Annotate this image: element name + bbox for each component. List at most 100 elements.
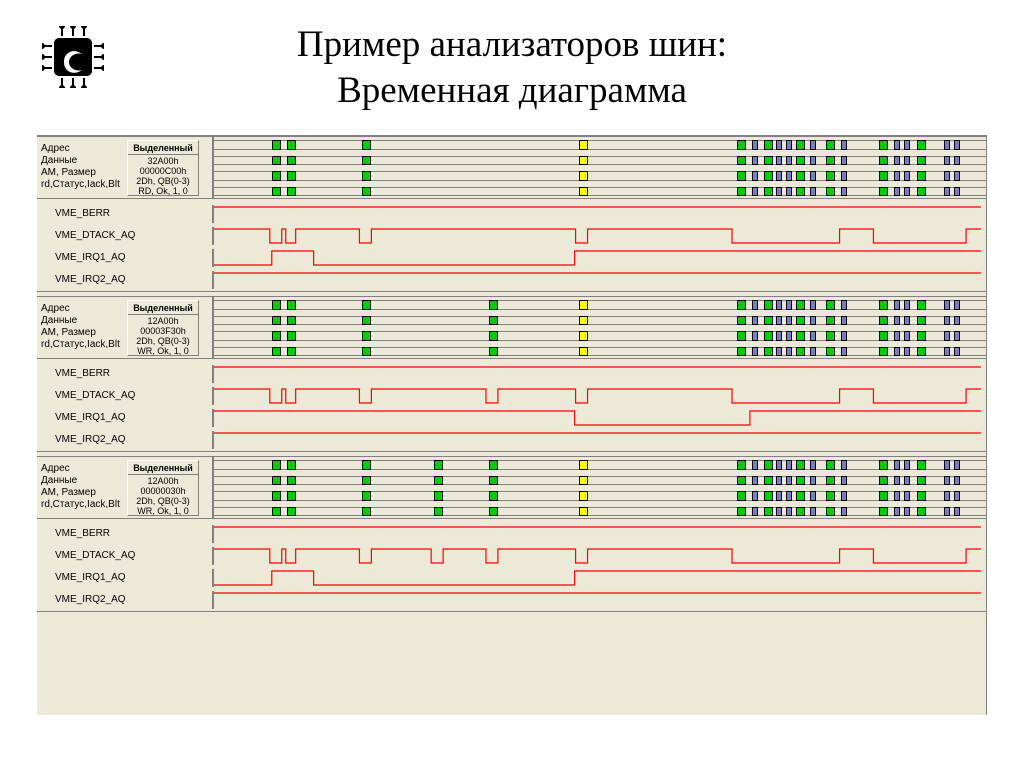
bus-event-bar [841,171,847,181]
bus-label: AM, Размер [41,167,123,179]
bus-event-bar [786,140,792,150]
bus-event-bar [954,331,960,341]
signal-waveform[interactable] [212,271,986,289]
bus-event-bar [776,507,782,517]
bus-event-bar [917,491,926,501]
bus-event-bar [944,347,950,357]
bus-event-bar [752,507,758,517]
bus-event-bar [796,507,805,517]
bus-event-bar [786,476,792,486]
signal-waveform[interactable] [212,591,986,609]
bus-event-bar [362,476,371,486]
bus-event-bar [894,140,900,150]
bus-event-bar [810,140,816,150]
bus-event-bar [944,187,950,197]
bus-waveform-area[interactable] [212,137,986,198]
signal-waveform[interactable] [212,249,986,267]
bus-event-bar [894,171,900,181]
bus-event-bar [362,316,371,326]
bus-event-bar [272,460,281,470]
bus-row-labels: АдресДанныеAM, Размерrd,Статус,Iack,Blt [41,303,123,351]
bus-event-bar [826,507,835,517]
signal-label: VME_IRQ1_AQ [55,252,126,263]
selected-value-box: Выделенный32A00h00000C00h2Dh, QB(0-3)RD,… [127,140,199,196]
signal-waveform[interactable] [212,525,986,543]
bus-event-bar [826,300,835,310]
bus-label: Данные [41,315,123,327]
bus-label: AM, Размер [41,327,123,339]
selected-value-line: WR, Ok, 1, 0 [128,506,198,516]
bus-waveform-area[interactable] [212,297,986,358]
bus-event-bar [287,460,296,470]
bus-event-bar [579,347,588,357]
bus-event-bar [894,460,900,470]
selected-value-line: 32A00h [128,156,198,166]
selected-value-line: 12A00h [128,316,198,326]
bus-event-bar [826,187,835,197]
bus-data-row: АдресДанныеAM, Размерrd,Статус,Iack,BltВ… [37,136,986,198]
bus-event-bar [579,491,588,501]
signal-waveform[interactable] [212,547,986,565]
bus-event-bar [786,171,792,181]
bus-event-bar [796,491,805,501]
signal-label: VME_BERR [55,368,110,379]
bus-event-bar [954,316,960,326]
selected-value-line: 2Dh, QB(0-3) [128,176,198,186]
bus-event-bar [764,140,773,150]
signal-waveform[interactable] [212,227,986,245]
bus-event-bar [272,187,281,197]
bus-event-bar [944,491,950,501]
signal-group: АдресДанныеAM, Размерrd,Статус,Iack,BltВ… [37,456,986,616]
bus-event-bar [362,507,371,517]
bus-event-bar [362,331,371,341]
bus-event-bar [879,140,888,150]
bus-event-bar [810,316,816,326]
bus-event-bar [272,476,281,486]
signal-waveform[interactable] [212,387,986,405]
signal-waveform[interactable] [212,205,986,223]
bus-event-bar [894,156,900,166]
signal-waveform[interactable] [212,409,986,427]
bus-event-bar [764,300,773,310]
selected-value-line: 00000030h [128,486,198,496]
bus-label: Данные [41,475,123,487]
bus-lane-track [214,491,986,501]
bus-event-bar [944,156,950,166]
bus-event-bar [786,156,792,166]
bus-event-bar [917,331,926,341]
bus-event-bar [579,300,588,310]
bus-label: Адрес [41,303,123,315]
signal-label: VME_DTACK_AQ [55,230,135,241]
bus-event-bar [810,507,816,517]
bus-event-bar [737,171,746,181]
bus-event-bar [287,491,296,501]
signal-row: VME_DTACK_AQ [37,385,986,407]
signal-waveform[interactable] [212,431,986,449]
signal-waveform[interactable] [212,569,986,587]
bus-event-bar [841,156,847,166]
selected-value-line: RD, Ok, 1, 0 [128,186,198,196]
bus-event-bar [764,187,773,197]
bus-label: AM, Размер [41,487,123,499]
bus-event-bar [362,300,371,310]
bus-event-bar [841,331,847,341]
signal-waveform[interactable] [212,365,986,383]
bus-event-bar [776,156,782,166]
bus-event-bar [810,187,816,197]
bus-event-bar [917,460,926,470]
bus-event-bar [879,507,888,517]
bus-event-bar [917,156,926,166]
bus-waveform-area[interactable] [212,457,986,518]
selected-value-line: 2Dh, QB(0-3) [128,336,198,346]
bus-event-bar [786,187,792,197]
bus-event-bar [904,156,910,166]
bus-event-bar [776,460,782,470]
bus-event-bar [894,347,900,357]
bus-event-bar [879,460,888,470]
bus-event-bar [954,347,960,357]
bus-event-bar [879,300,888,310]
bus-event-bar [737,347,746,357]
bus-event-bar [764,476,773,486]
bus-event-bar [752,476,758,486]
bus-event-bar [362,460,371,470]
